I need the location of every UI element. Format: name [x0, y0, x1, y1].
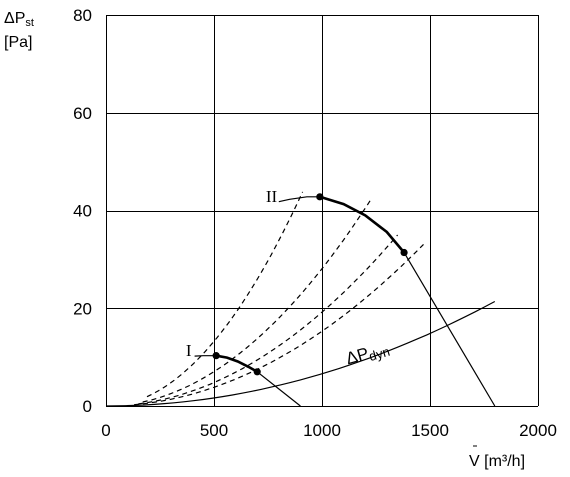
y-axis-title: ΔPst — [4, 10, 34, 29]
curve-label-I: I — [186, 341, 192, 360]
operating-point-marker — [212, 352, 220, 360]
dyn-symbol: ΔP — [344, 344, 371, 369]
operating-point-marker — [253, 368, 261, 376]
grid — [106, 15, 539, 407]
x-tick-label: 500 — [200, 421, 228, 440]
x-tick-label: 1000 — [303, 421, 341, 440]
x-axis-unit: [m³/h] — [480, 453, 525, 470]
x-axis-symbol: V — [469, 453, 480, 470]
series-operating-II — [319, 195, 406, 254]
series-curve-II-tail-right — [403, 252, 496, 407]
y-tick-label: 40 — [73, 202, 92, 221]
y-tick-label: 0 — [83, 397, 92, 416]
operating-point-marker — [400, 248, 408, 257]
y-axis-unit: [Pa] — [4, 34, 32, 51]
curve-label-dyn: ΔPdyn — [344, 338, 392, 370]
tick-labels: 0 500 1000 1500 2000 0 20 40 60 80 — [73, 6, 557, 440]
x-tick-label: 0 — [101, 421, 110, 440]
x-tick-label: 2000 — [519, 421, 557, 440]
y-axis-symbol: ΔP — [4, 10, 25, 27]
series-dynamic-pressure — [105, 300, 496, 407]
y-tick-label: 80 — [73, 6, 92, 25]
x-axis-title: V [m³/h] — [469, 445, 525, 470]
series-curve-I-tail-right — [256, 371, 301, 407]
series-system-2 — [142, 197, 373, 403]
series-system-4 — [134, 243, 424, 406]
dyn-subscript: dyn — [367, 344, 391, 364]
y-tick-label: 60 — [73, 104, 92, 123]
series-system-1 — [146, 191, 304, 398]
curve-label-II: II — [266, 187, 278, 206]
series-layer — [105, 191, 496, 407]
series-curve-II-tail-left — [278, 196, 320, 203]
series-operating-I — [215, 354, 258, 373]
x-tick-label: 1500 — [411, 421, 449, 440]
series-system-3 — [138, 234, 399, 405]
operating-point-marker — [316, 193, 324, 201]
x-axis-label: V [m³/h] — [469, 453, 525, 470]
markers — [212, 193, 408, 376]
y-axis-subscript: st — [25, 17, 34, 29]
y-tick-label: 20 — [73, 299, 92, 318]
